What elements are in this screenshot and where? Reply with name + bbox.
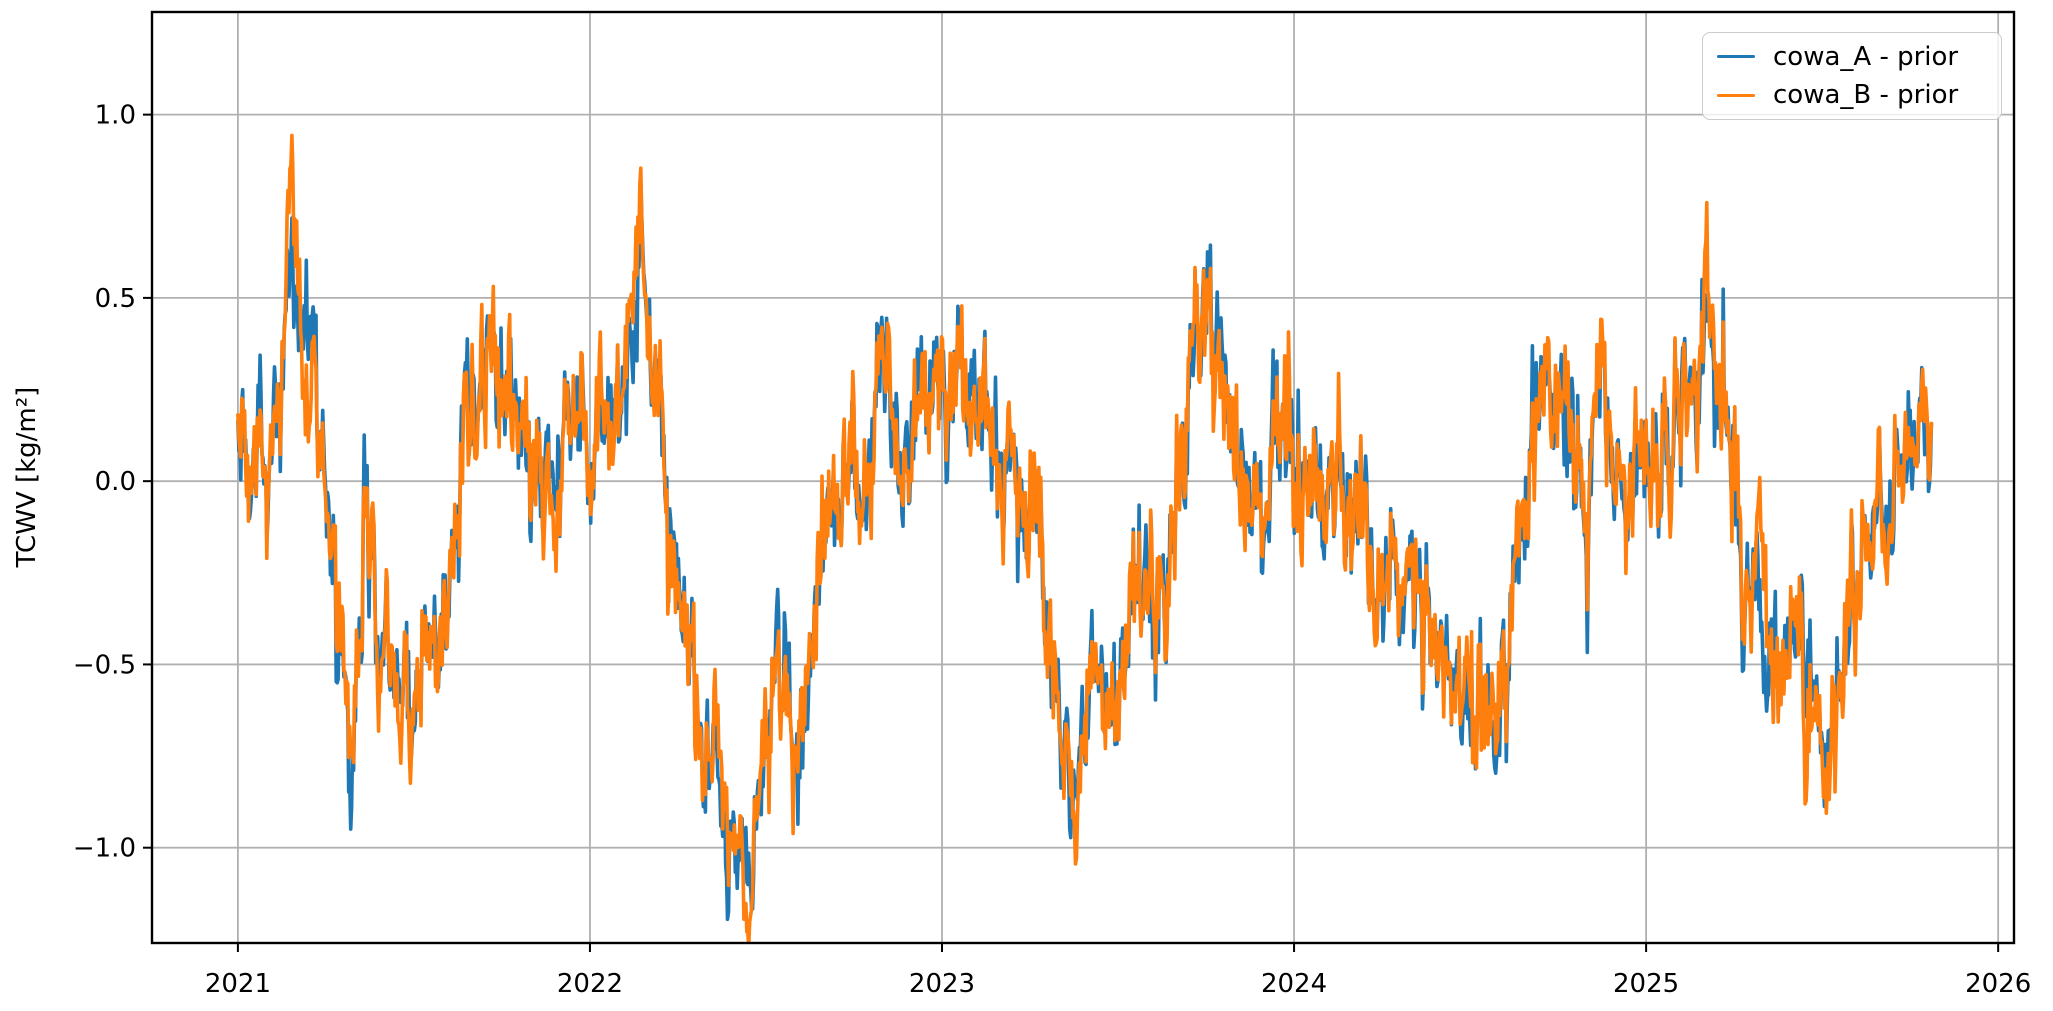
y-tick-label: 1.0 — [95, 101, 136, 131]
y-tick-label: 0.0 — [95, 467, 136, 497]
y-tick-label: −1.0 — [73, 834, 136, 864]
legend-item: cowa_A - prior — [1717, 42, 1987, 72]
legend: cowa_A - prior cowa_B - prior — [1702, 32, 2002, 120]
legend-label: cowa_B - prior — [1773, 80, 1959, 111]
x-tick-label: 2021 — [205, 969, 271, 999]
x-tick-label: 2022 — [557, 969, 623, 999]
legend-line-cowa-b-icon — [1717, 93, 1755, 98]
series-line-cowa-b-prior — [236, 133, 1934, 943]
y-tick-label: −0.5 — [73, 650, 136, 680]
x-tick-label: 2026 — [1965, 969, 2031, 999]
x-tick-label: 2023 — [909, 969, 975, 999]
x-tick-label: 2024 — [1261, 969, 1327, 999]
legend-line-cowa-a-icon — [1717, 54, 1755, 59]
axes-spines — [150, 10, 2016, 945]
legend-label: cowa_A - prior — [1773, 41, 1959, 72]
legend-item: cowa_B - prior — [1717, 80, 1987, 110]
y-axis-label: TCWV [kg/m²] — [12, 386, 42, 568]
series-group — [236, 133, 1934, 943]
y-tick-label: 0.5 — [95, 284, 136, 314]
x-tick-label: 2025 — [1613, 969, 1679, 999]
